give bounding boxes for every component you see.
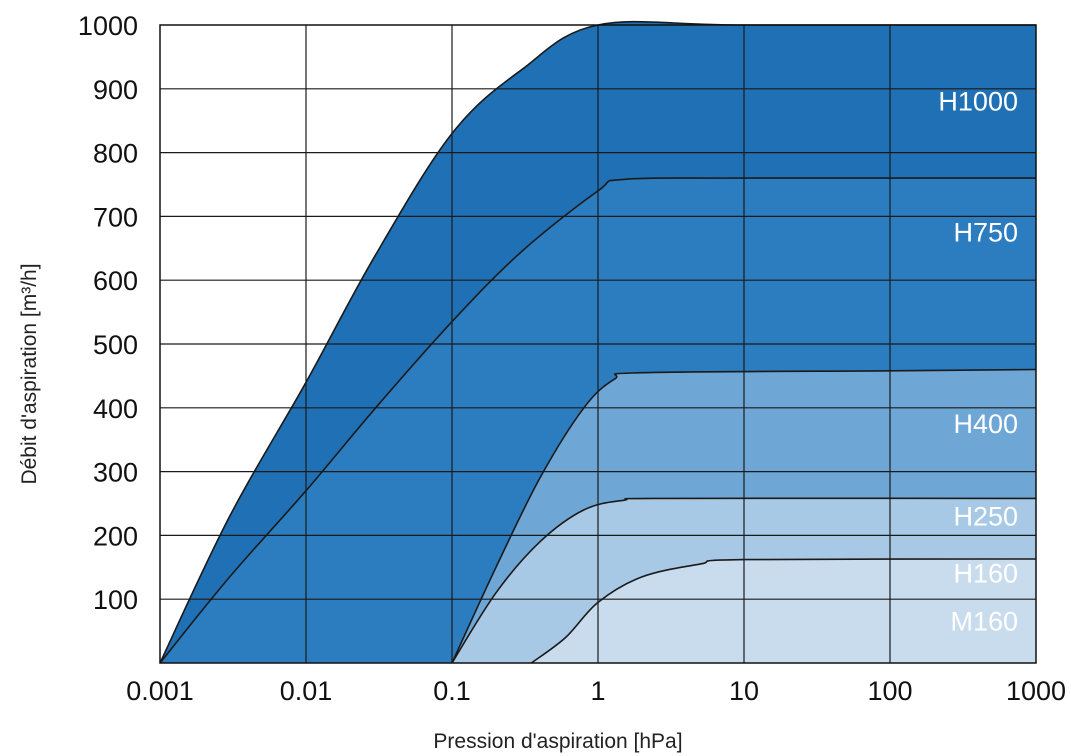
series-label-m160: M160 (950, 607, 1018, 637)
curve-h400 (451, 368, 1037, 664)
series-label-h160: H160 (953, 559, 1018, 589)
series-label-h750: H750 (953, 217, 1018, 247)
y-tick-label: 100 (93, 585, 138, 615)
x-tick-labels: 0.001 0.01 0.1 1 10 100 1000 (126, 676, 1066, 706)
grid-lines (160, 25, 1036, 663)
y-tick-label: 800 (93, 139, 138, 169)
y-tick-labels: 100 200 300 400 500 600 700 800 900 1000 (78, 11, 138, 615)
y-tick-label: 1000 (78, 11, 138, 41)
series-label-h400: H400 (953, 409, 1018, 439)
curve-h750 (159, 177, 1037, 664)
series-labels: H1000 H750 H400 H250 H160 M160 (938, 87, 1018, 637)
series-label-h1000: H1000 (938, 87, 1018, 117)
curve-h160 (530, 558, 1037, 664)
x-axis-title: Pression d'aspiration [hPa] (433, 730, 682, 753)
y-tick-label: 300 (93, 458, 138, 488)
x-tick-label: 100 (867, 676, 912, 706)
x-tick-label: 0.01 (280, 676, 333, 706)
y-tick-label: 700 (93, 202, 138, 232)
y-tick-label: 600 (93, 266, 138, 296)
plot-frame (159, 24, 1037, 664)
x-tick-label: 0.1 (433, 676, 471, 706)
curve-h250 (451, 497, 1037, 664)
y-tick-label: 400 (93, 394, 138, 424)
y-axis-title: Débit d'aspiration [m³/h] (18, 263, 41, 484)
area-h160 (531, 559, 1036, 663)
series-label-h250: H250 (953, 501, 1018, 531)
y-tick-label: 200 (93, 521, 138, 551)
x-tick-label: 10 (729, 676, 759, 706)
x-tick-label: 1 (590, 676, 605, 706)
x-tick-label: 1000 (1006, 676, 1066, 706)
y-tick-label: 500 (93, 330, 138, 360)
x-tick-label: 0.001 (126, 676, 194, 706)
y-tick-label: 900 (93, 75, 138, 105)
